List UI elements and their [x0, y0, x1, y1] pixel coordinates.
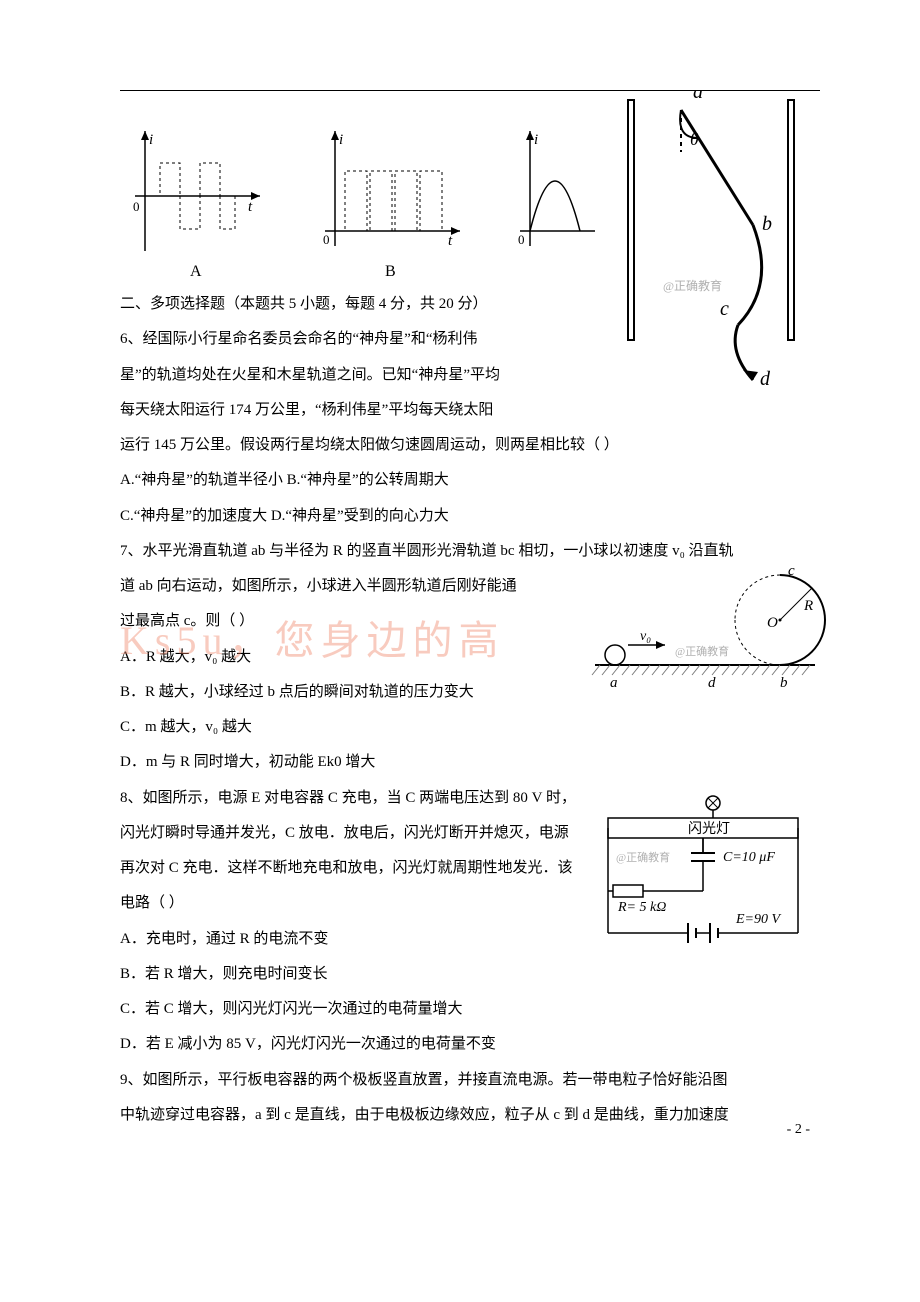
svg-text:@正确教育: @正确教育: [675, 644, 729, 658]
svg-text:0: 0: [133, 199, 140, 214]
capacitor-trajectory-diagram: a θ b c d @正确教育: [608, 90, 838, 400]
svg-text:0: 0: [323, 232, 330, 247]
q7-od: D．m 与 R 同时增大，初动能 Ek0 增大: [120, 745, 825, 780]
svg-text:R: R: [803, 598, 813, 614]
q8-od: D．若 E 减小为 85 V，闪光灯闪光一次通过的电荷量不变: [120, 1027, 825, 1062]
svg-text:@正确教育: @正确教育: [616, 850, 670, 864]
q8-oc: C．若 C 增大，则闪光灯闪光一次通过的电荷量增大: [120, 992, 825, 1027]
q6-o1: A.“神舟星”的轨道半径小 B.“神舟星”的公转周期大: [120, 463, 825, 498]
q9-l2: 中轨迹穿过电容器，a 到 c 是直线，由于电极板边缘效应，粒子从 c 到 d 是…: [120, 1098, 825, 1133]
label-theta: θ: [690, 129, 699, 149]
label-c: c: [720, 298, 729, 320]
svg-text:t: t: [248, 199, 253, 215]
graph-a-label: A: [190, 263, 202, 280]
graph-b: i t 0 B: [310, 121, 470, 281]
svg-text:i: i: [149, 132, 153, 148]
svg-text:b: b: [780, 675, 788, 691]
label-d: d: [760, 368, 771, 390]
svg-text:R= 5 kΩ: R= 5 kΩ: [617, 900, 666, 915]
q8-circuit: 闪光灯: [588, 793, 818, 953]
page: a θ b c d @正确教育 i t 0 A i: [0, 0, 920, 1173]
graph-parabola: i 0: [510, 121, 600, 281]
svg-text:C=10 μF: C=10 μF: [723, 850, 775, 865]
svg-text:t: t: [448, 233, 453, 249]
q6-o2: C.“神舟星”的加速度大 D.“神舟星”受到的向心力大: [120, 499, 825, 534]
watermark-cap: @正确教育: [663, 278, 722, 293]
svg-text:0: 0: [518, 232, 525, 247]
q8-ob: B．若 R 增大，则充电时间变长: [120, 957, 825, 992]
svg-text:i: i: [534, 132, 538, 148]
graph-a: i t 0 A: [120, 121, 270, 281]
svg-text:a: a: [610, 675, 618, 691]
q7-oc: C．m 越大，v₀ 越大: [120, 710, 825, 745]
svg-text:闪光灯: 闪光灯: [688, 821, 730, 837]
watermark-big: Ks5u，您身边的高: [120, 608, 504, 666]
svg-text:c: c: [788, 563, 795, 579]
svg-text:d: d: [708, 675, 716, 691]
svg-text:O: O: [767, 615, 778, 631]
svg-text:i: i: [339, 132, 343, 148]
q6-l4: 运行 145 万公里。假设两行星均绕太阳做匀速圆周运动，则两星相比较（ ）: [120, 428, 825, 463]
label-b: b: [762, 213, 772, 235]
label-a: a: [693, 90, 703, 103]
svg-text:E=90 V: E=90 V: [735, 912, 781, 927]
graph-b-label: B: [385, 263, 396, 280]
q7-diagram: c O R v₀ a d b @正确教育: [580, 555, 830, 705]
page-number: - 2 -: [787, 1122, 810, 1138]
q9-l1: 9、如图所示，平行板电容器的两个极板竖直放置，并接直流电源。若一带电粒子恰好能沿…: [120, 1063, 825, 1098]
svg-text:v₀: v₀: [640, 629, 651, 644]
